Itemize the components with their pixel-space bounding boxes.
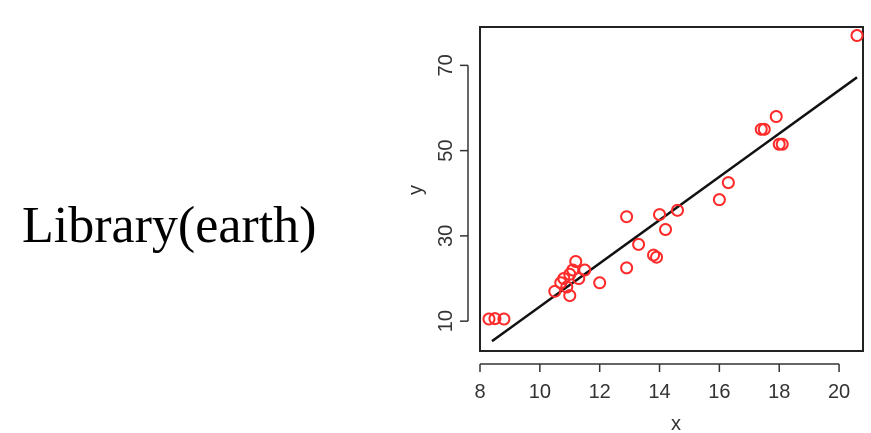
data-point bbox=[769, 110, 783, 124]
x-tick-label-10: 10 bbox=[529, 381, 551, 403]
y-tick-label-30: 30 bbox=[435, 225, 457, 247]
data-point bbox=[670, 203, 684, 217]
y-tick-label-70: 70 bbox=[435, 54, 457, 76]
data-point bbox=[775, 137, 789, 151]
data-point bbox=[757, 122, 771, 136]
x-axis: 8 10 12 14 16 18 20 bbox=[474, 363, 850, 403]
data-point bbox=[721, 176, 735, 190]
data-point bbox=[497, 312, 511, 326]
x-tick-label-14: 14 bbox=[648, 381, 670, 403]
data-point bbox=[632, 237, 646, 251]
data-point bbox=[650, 250, 664, 264]
data-point bbox=[578, 263, 592, 277]
x-tick-label-20: 20 bbox=[828, 381, 850, 403]
data-point bbox=[572, 272, 586, 286]
data-point bbox=[593, 276, 607, 290]
x-tick-label-12: 12 bbox=[589, 381, 611, 403]
data-point bbox=[488, 312, 502, 326]
x-tick-label-18: 18 bbox=[768, 381, 790, 403]
data-point bbox=[563, 289, 577, 303]
scatter-chart: 8 10 12 14 16 18 20 10 30 50 70 x y bbox=[405, 26, 864, 433]
y-axis-label: y bbox=[405, 185, 427, 195]
x-axis-label: x bbox=[671, 413, 681, 433]
data-point bbox=[653, 208, 667, 222]
data-point bbox=[482, 312, 496, 326]
data-point bbox=[850, 29, 864, 43]
points-layer bbox=[482, 29, 864, 326]
y-axis: 10 30 50 70 bbox=[435, 54, 469, 332]
data-point bbox=[560, 280, 574, 294]
y-tick-label-10: 10 bbox=[435, 310, 457, 332]
data-point bbox=[712, 193, 726, 207]
plot-frame bbox=[479, 26, 864, 352]
data-point bbox=[620, 210, 634, 224]
x-tick-label-8: 8 bbox=[474, 381, 485, 403]
x-tick-label-16: 16 bbox=[708, 381, 730, 403]
data-point bbox=[548, 284, 562, 298]
fit-line-layer bbox=[491, 76, 858, 343]
data-point bbox=[659, 223, 673, 236]
y-tick-label-50: 50 bbox=[435, 140, 457, 162]
data-point bbox=[569, 254, 583, 268]
regression-line bbox=[491, 76, 858, 343]
data-point bbox=[620, 261, 634, 275]
caption-title: Library(earth) bbox=[22, 197, 317, 254]
